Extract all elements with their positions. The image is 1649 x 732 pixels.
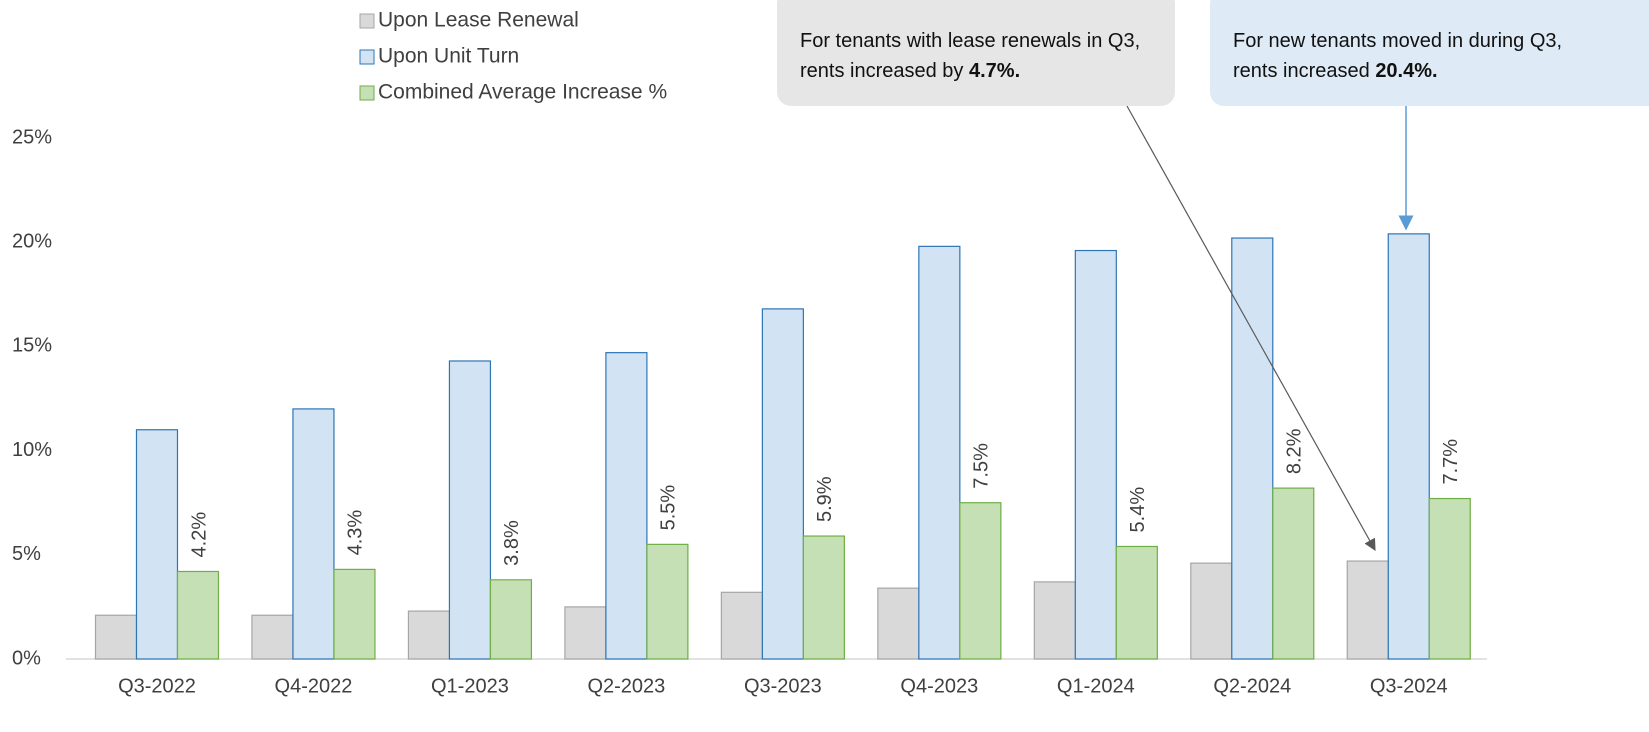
y-tick-label: 10% (12, 439, 52, 461)
callout-text: For new tenants moved in during Q3, rent… (1233, 30, 1563, 82)
x-tick-label: Q2-2024 (1213, 675, 1291, 697)
legend-swatch (359, 85, 375, 101)
bar (1115, 545, 1158, 660)
x-tick-label: Q3-2022 (118, 675, 196, 697)
callout-turn: For new tenants moved in during Q3, rent… (1210, 0, 1649, 106)
y-tick-label: 5% (12, 543, 41, 565)
bar (251, 614, 294, 660)
bar (918, 245, 961, 660)
legend-swatch (359, 49, 375, 65)
bar (564, 606, 607, 660)
x-tick-label: Q2-2023 (587, 675, 665, 697)
y-tick-label: 25% (12, 126, 52, 148)
data-label: 5.4% (1127, 487, 1149, 533)
data-label: 7.7% (1440, 439, 1462, 485)
bar (1231, 237, 1274, 660)
bar (1190, 562, 1233, 660)
y-tick-label: 15% (12, 335, 52, 357)
bar (176, 570, 220, 660)
x-tick-label: Q1-2024 (1057, 675, 1135, 697)
bar (1033, 581, 1076, 660)
bar (407, 610, 451, 660)
bar (489, 579, 533, 660)
bar (292, 408, 335, 660)
bar (333, 568, 376, 660)
bar (448, 360, 492, 660)
x-tick-label: Q3-2023 (744, 675, 822, 697)
bar (646, 543, 689, 660)
bar (94, 614, 138, 660)
bar (1074, 249, 1117, 660)
data-label: 3.8% (501, 520, 523, 566)
bar (720, 591, 763, 660)
callout-highlight: 20.4%. (1375, 60, 1438, 82)
bar (605, 352, 648, 660)
data-label: 5.9% (814, 476, 836, 522)
bar (1387, 233, 1430, 660)
data-label: 4.2% (188, 512, 210, 558)
data-label: 5.5% (658, 485, 680, 531)
data-label: 4.3% (345, 510, 367, 556)
y-tick-label: 20% (12, 230, 52, 252)
bar (959, 502, 1002, 660)
data-label: 7.5% (971, 443, 993, 489)
bar (1346, 560, 1389, 660)
bar (135, 429, 179, 660)
legend-label: Combined Average Increase % (378, 81, 667, 104)
callout-arrow (1126, 105, 1376, 552)
callout-renewal: For tenants with lease renewals in Q3, r… (777, 0, 1175, 106)
bar (1272, 487, 1315, 660)
bar (1428, 497, 1471, 660)
bar (877, 587, 920, 660)
bar (761, 308, 804, 660)
x-tick-label: Q1-2023 (431, 675, 509, 697)
callout-highlight: 4.7%. (968, 60, 1021, 82)
callout-text: For tenants with lease renewals in Q3, r… (800, 30, 1141, 82)
y-tick-label: 0% (12, 647, 41, 669)
x-tick-label: Q4-2022 (275, 675, 353, 697)
x-tick-label: Q4-2023 (900, 675, 978, 697)
data-label: 8.2% (1284, 428, 1306, 474)
x-tick-label: Q3-2024 (1370, 675, 1448, 697)
bar (802, 535, 845, 660)
legend-swatch (359, 13, 375, 29)
legend-label: Upon Lease Renewal (378, 9, 579, 32)
legend-label: Upon Unit Turn (378, 45, 519, 68)
